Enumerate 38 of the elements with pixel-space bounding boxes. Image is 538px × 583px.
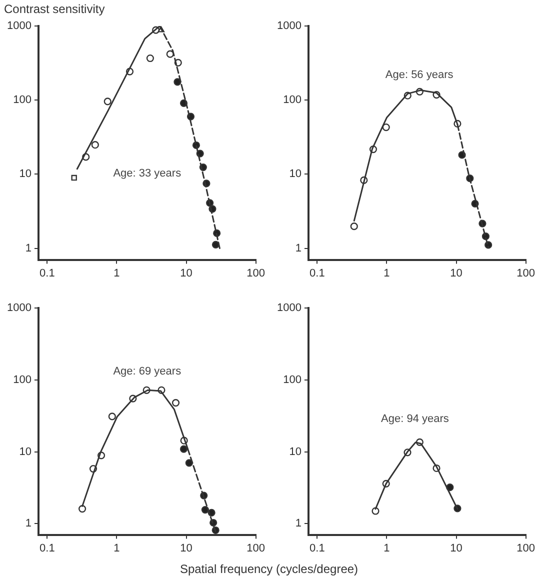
y-tick-label: 100 xyxy=(13,374,32,386)
x-tick-label: 0.1 xyxy=(40,542,55,554)
x-tick-label: 1 xyxy=(384,542,390,554)
y-tick-label: 10 xyxy=(289,446,302,458)
y-tick-label: 100 xyxy=(283,94,302,106)
y-tick-label: 1000 xyxy=(6,20,32,32)
x-tick-label: 100 xyxy=(246,542,266,554)
annotation: Age: 33 years xyxy=(113,167,182,180)
x-tick-label: 0.1 xyxy=(310,542,325,554)
x-tick-label: 10 xyxy=(450,542,462,554)
x-axis-title: Spatial frequency (cycles/degree) xyxy=(178,562,360,576)
y-tick-label: 1 xyxy=(25,242,32,254)
y-tick-label: 1000 xyxy=(276,20,302,32)
y-tick-label: 1000 xyxy=(6,302,32,314)
y-tick-label: 1 xyxy=(25,518,32,530)
x-tick-label: 1 xyxy=(114,267,120,280)
x-tick-label: 10 xyxy=(450,267,462,280)
x-tick-label: 10 xyxy=(180,267,192,280)
y-tick-label: 10 xyxy=(289,168,302,180)
annotation: Age: 69 years xyxy=(113,366,182,378)
annotation: Age: 56 years xyxy=(385,69,454,82)
x-tick-label: 100 xyxy=(516,267,536,280)
y-tick-label: 100 xyxy=(13,94,32,106)
x-tick-label: 100 xyxy=(246,267,266,280)
x-tick-label: 100 xyxy=(516,542,536,554)
y-tick-label: 1 xyxy=(295,518,302,530)
x-tick-label: 1 xyxy=(384,267,390,280)
y-tick-label: 1 xyxy=(295,242,302,254)
y-tick-label: 1000 xyxy=(276,302,302,314)
y-tick-label: 100 xyxy=(283,374,302,386)
annotation: Age: 94 years xyxy=(381,413,450,426)
y-axis-title: Contrast sensitivity xyxy=(4,2,105,16)
x-tick-label: 10 xyxy=(180,542,192,554)
x-tick-label: 0.1 xyxy=(40,267,55,280)
y-tick-label: 10 xyxy=(19,446,32,458)
x-tick-label: 1 xyxy=(114,542,120,554)
y-tick-label: 10 xyxy=(19,168,32,180)
x-tick-label: 0.1 xyxy=(310,267,325,280)
